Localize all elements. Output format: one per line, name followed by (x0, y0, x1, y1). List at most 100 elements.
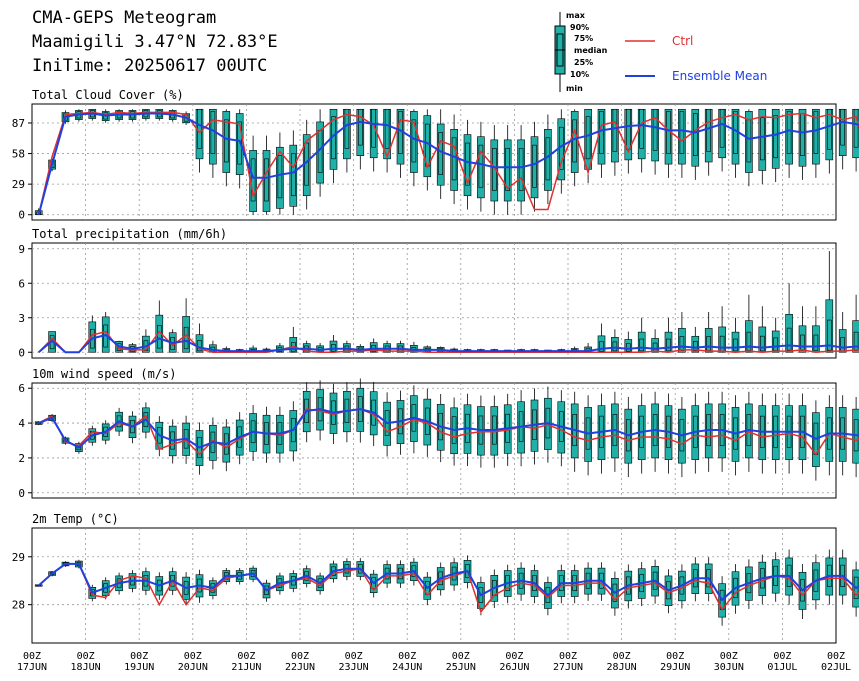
box-inner (813, 111, 819, 154)
box-inner (639, 108, 645, 149)
panel-1: Total precipitation (mm/6h) 0 3 6 9 (18, 227, 859, 359)
box-inner (679, 111, 685, 154)
legend: max 90% 75% median 25% 10% min Ctrl Ense… (550, 8, 780, 96)
legend-p25: 25% (574, 58, 594, 67)
box-inner (210, 111, 216, 154)
box-inner (505, 147, 511, 191)
box-inner (625, 343, 631, 352)
y-tick-label: 6 (18, 277, 25, 290)
box-inner (666, 111, 671, 154)
ctrl-line (38, 563, 859, 614)
x-tick-hour: 00Z (23, 651, 41, 662)
box-inner (384, 108, 390, 149)
box-inner (612, 108, 618, 152)
y-tick-label: 58 (12, 148, 25, 161)
x-tick-date: 22JUN (285, 662, 315, 673)
box-inner (411, 119, 417, 163)
box-inner (666, 338, 671, 352)
box-inner (398, 111, 403, 154)
legend-median: median (574, 46, 608, 55)
box-inner (652, 342, 658, 352)
x-tick-date: 26JUN (499, 662, 529, 673)
box-inner (438, 132, 444, 175)
y-tick-label: 3 (18, 312, 25, 325)
box-inner (853, 108, 859, 148)
x-tick-hour: 00Z (666, 651, 684, 662)
box-inner (706, 336, 712, 351)
box-inner (612, 341, 618, 352)
box-inner (826, 108, 832, 150)
panel-frame (31, 382, 837, 499)
x-tick-date: 19JUN (124, 662, 154, 673)
x-tick-date: 24JUN (392, 662, 422, 673)
box-inner (344, 108, 350, 149)
box-inner (357, 108, 363, 146)
box-inner (639, 338, 645, 352)
box-inner (786, 111, 792, 154)
box-inner (759, 335, 765, 352)
x-tick-hour: 00Z (452, 651, 470, 662)
box-inner (478, 144, 484, 188)
x-tick-hour: 00Z (345, 651, 363, 662)
x-tick-hour: 00Z (291, 651, 309, 662)
y-tick-label: 2 (18, 452, 25, 465)
box-inner (853, 331, 859, 351)
x-tick-date: 01JUL (767, 662, 797, 673)
legend-min: min (566, 84, 583, 93)
box-inner (840, 108, 846, 146)
box-inner (746, 119, 752, 163)
x-tick-hour: 00Z (773, 651, 791, 662)
box-inner (451, 137, 457, 181)
chart-title: CMA-GEPS Meteogram (32, 8, 217, 28)
box-inner (733, 338, 738, 352)
x-tick-hour: 00Z (613, 651, 631, 662)
y-tick-label: 4 (18, 417, 25, 430)
init-time-label: IniTime: 20250617 00UTC (32, 56, 268, 76)
x-tick-hour: 00Z (398, 651, 416, 662)
panel-title: Total Cloud Cover (%) (32, 88, 184, 102)
x-tick-date: 17JUN (17, 662, 47, 673)
x-tick-hour: 00Z (559, 651, 577, 662)
box-inner (692, 113, 698, 156)
panel-3: 2m Temp (°C) 28 29 (12, 512, 859, 644)
ctrl-line (37, 111, 859, 215)
y-tick-label: 29 (12, 551, 25, 564)
mean-line (38, 562, 859, 602)
legend-box-glyph (554, 12, 655, 92)
x-tick-hour: 00Z (130, 651, 148, 662)
x-tick-date: 25JUN (446, 662, 476, 673)
x-tick-date: 30JUN (714, 662, 744, 673)
legend-p10: 10% (570, 70, 590, 79)
box-inner (197, 108, 202, 149)
box-inner (545, 137, 551, 181)
mean-line (38, 333, 859, 354)
box-inner (599, 341, 604, 352)
box-inner (424, 123, 430, 167)
x-tick-date: 02JUL (821, 662, 851, 673)
x-tick-hour: 00Z (184, 651, 202, 662)
box-inner (625, 108, 631, 150)
box-inner (518, 147, 524, 191)
box-inner (773, 337, 779, 351)
y-tick-label: 0 (18, 346, 25, 359)
x-tick-date: 29JUN (660, 662, 690, 673)
legend-ctrl-label: Ctrl (672, 34, 694, 48)
box-inner (585, 116, 591, 160)
panel-frame (31, 103, 837, 221)
x-tick-date: 23JUN (339, 662, 369, 673)
box-inner (719, 108, 725, 148)
y-tick-label: 9 (18, 243, 25, 256)
box-inner (746, 331, 752, 351)
x-tick-date: 18JUN (71, 662, 101, 673)
box-inner (733, 111, 738, 154)
x-tick-date: 20JUN (178, 662, 208, 673)
ctrl-line (38, 330, 859, 354)
x-tick-hour: 00Z (237, 651, 255, 662)
legend-p90: 90% (570, 23, 590, 32)
box-inner (692, 341, 698, 352)
box-inner (572, 119, 578, 163)
box-inner (465, 142, 470, 186)
box-inner (679, 336, 685, 351)
x-tick-hour: 00Z (77, 651, 95, 662)
location-label: Maamigili 3.47°N 72.83°E (32, 32, 278, 52)
